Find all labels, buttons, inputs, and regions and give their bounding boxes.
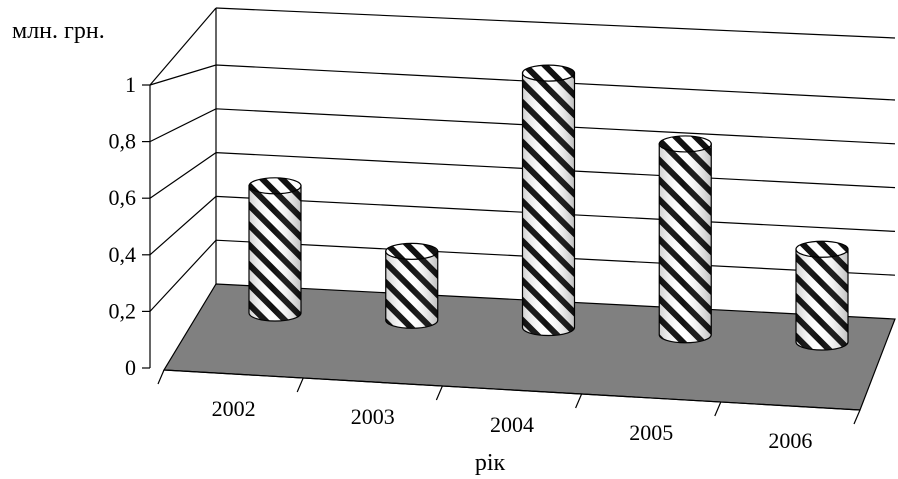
x-tick-mark [157, 369, 165, 385]
bar-top [658, 135, 712, 153]
x-tick-mark [575, 393, 583, 409]
x-axis-title: рік [475, 450, 506, 476]
bar-2006 [795, 240, 849, 351]
x-tick-label: 2004 [490, 412, 534, 437]
x-tick-mark [296, 377, 304, 393]
gridline [149, 108, 896, 145]
bar-2002 [248, 177, 302, 322]
x-axis-line [163, 369, 861, 411]
x-tick-mark [853, 409, 861, 425]
gridline [149, 64, 896, 101]
bar-2005 [658, 135, 712, 344]
bar-2003 [385, 242, 439, 329]
x-ticks: 2002 2003 2004 2005 2006 [157, 369, 861, 453]
bar-top [248, 177, 302, 195]
bar-shading [796, 249, 848, 350]
y-tick-label: 0,4 [109, 242, 137, 267]
bar-top [795, 240, 849, 258]
back-wall-top-edge [215, 7, 896, 39]
bars [248, 64, 849, 351]
x-tick-label: 2003 [351, 404, 395, 429]
y-tick-label: 1 [125, 72, 136, 97]
y-ticks: 0 0,2 0,4 0,6 0,8 1 [109, 72, 150, 380]
back-wall [149, 7, 896, 285]
y-tick-label: 0,6 [109, 185, 137, 210]
bar-shading [249, 185, 301, 321]
y-axis-title: млн. грн. [12, 18, 105, 44]
bar-top [521, 64, 576, 82]
bar-shading [659, 143, 712, 343]
x-tick-mark [435, 385, 443, 401]
x-tick-label: 2005 [629, 420, 673, 445]
y-tick-label: 0,2 [109, 298, 137, 323]
x-tick-label: 2002 [212, 396, 256, 421]
bar-top [385, 242, 439, 260]
x-tick-mark [714, 401, 722, 417]
bar-shading [522, 73, 575, 336]
y-tick-label: 0,8 [109, 129, 137, 154]
side-wall-top-edge [149, 7, 217, 86]
bar-shading [385, 251, 438, 329]
x-tick-label: 2006 [768, 428, 812, 453]
bar-2004 [521, 64, 576, 337]
y-tick-label: 0 [125, 355, 136, 380]
